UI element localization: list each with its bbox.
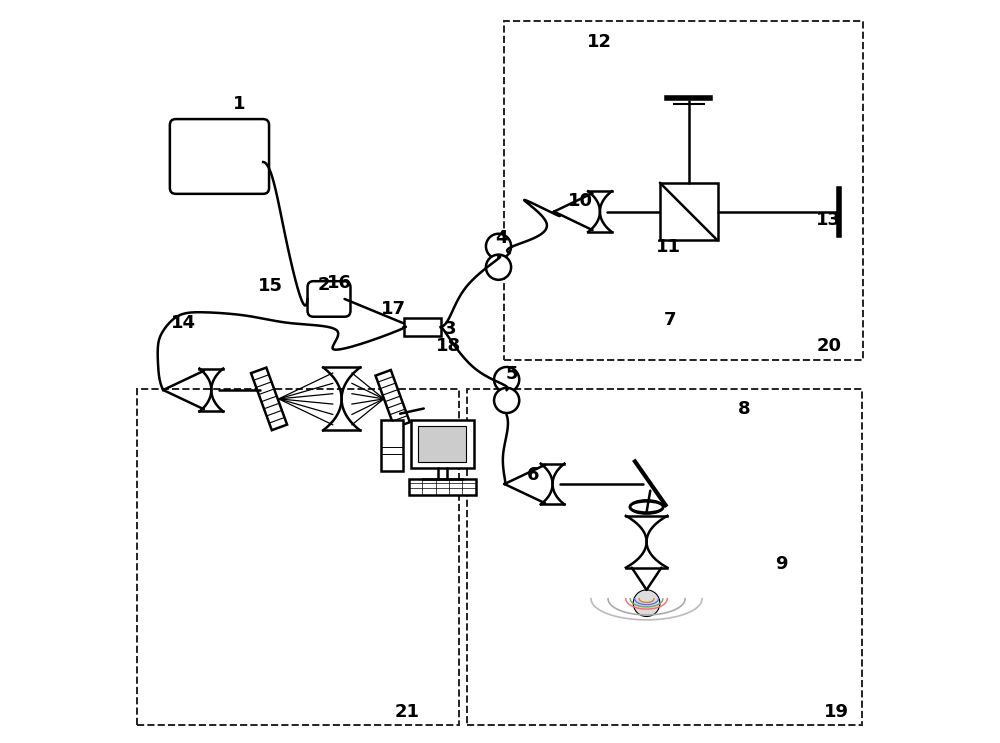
Text: 13: 13 xyxy=(816,211,841,229)
Text: 17: 17 xyxy=(381,299,406,317)
Text: 16: 16 xyxy=(327,273,352,292)
Text: 9: 9 xyxy=(775,555,788,573)
Bar xyxy=(381,420,403,471)
Polygon shape xyxy=(251,368,287,430)
Bar xyxy=(409,478,476,495)
Bar xyxy=(504,22,863,360)
Bar xyxy=(411,420,474,468)
Text: 1: 1 xyxy=(233,94,246,112)
Text: 8: 8 xyxy=(738,400,751,418)
Bar xyxy=(660,183,718,241)
Text: 18: 18 xyxy=(436,337,461,354)
Text: 19: 19 xyxy=(824,703,849,721)
Bar xyxy=(404,318,441,336)
Circle shape xyxy=(486,255,511,280)
Text: 20: 20 xyxy=(816,337,841,354)
Circle shape xyxy=(494,388,519,413)
Text: 5: 5 xyxy=(506,366,518,383)
Bar xyxy=(137,389,459,725)
Circle shape xyxy=(633,590,660,617)
Circle shape xyxy=(494,367,519,392)
Text: 4: 4 xyxy=(495,230,508,247)
Polygon shape xyxy=(376,370,410,428)
Text: 7: 7 xyxy=(664,311,677,328)
Text: 11: 11 xyxy=(656,239,681,256)
Text: 12: 12 xyxy=(587,33,612,51)
Bar xyxy=(467,389,862,725)
Text: 6: 6 xyxy=(527,466,540,484)
Text: 21: 21 xyxy=(395,703,420,721)
Text: 2: 2 xyxy=(318,276,330,294)
Text: 14: 14 xyxy=(171,314,196,332)
Text: 15: 15 xyxy=(258,277,283,296)
Circle shape xyxy=(486,234,511,259)
Bar xyxy=(418,426,466,462)
Text: 3: 3 xyxy=(443,319,456,337)
Text: 10: 10 xyxy=(567,192,592,210)
